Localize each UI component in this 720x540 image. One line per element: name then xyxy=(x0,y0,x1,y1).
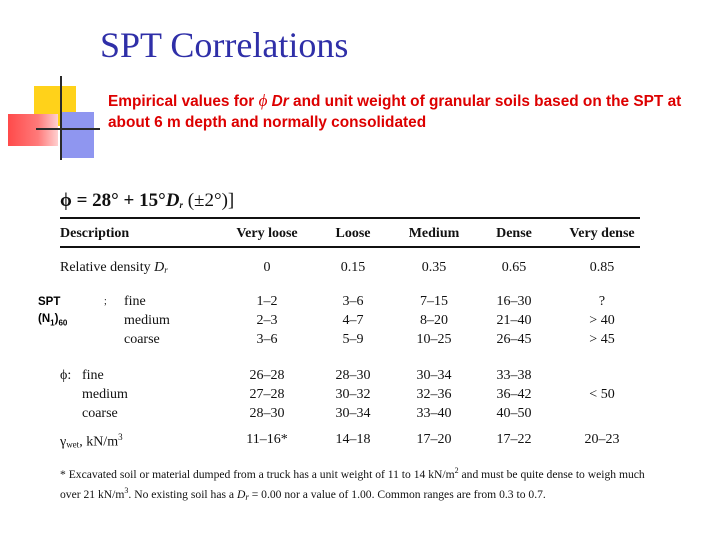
table-cell: 3–6 xyxy=(342,294,364,309)
logo-blue-square xyxy=(62,112,94,158)
row-label-phi-medium: medium xyxy=(82,387,128,402)
table-cell: 3–6 xyxy=(256,332,278,347)
table-cell: 36–42 xyxy=(496,387,532,402)
table-cell: 10–25 xyxy=(416,332,452,347)
row-label-phi-coarse: coarse xyxy=(82,406,118,421)
table-cell: 1–2 xyxy=(256,294,278,309)
table-cell: 7–15 xyxy=(420,294,448,309)
table-cell: 2–3 xyxy=(256,313,278,328)
table-cell: 28–30 xyxy=(335,368,371,383)
header-very-loose: Very loose xyxy=(236,226,298,241)
table-cell: 40–50 xyxy=(496,406,532,421)
row-label-spt-medium: medium xyxy=(124,313,170,328)
row-label-relative-density: Relative density Dr xyxy=(60,260,168,275)
table-footnote: * Excavated soil or material dumped from… xyxy=(60,466,645,503)
table-cell: > 40 xyxy=(589,313,615,328)
row-label-spt-fine: fine xyxy=(124,294,146,309)
table-cell: 0 xyxy=(263,260,271,275)
table-cell: 5–9 xyxy=(342,332,364,347)
spt-label: SPT (N1)60 xyxy=(38,296,68,328)
table-cell: 20–23 xyxy=(584,432,620,447)
table-cell: 33–38 xyxy=(496,368,532,383)
table-cell: 27–28 xyxy=(249,387,285,402)
slide-title: SPT Correlations xyxy=(100,25,349,65)
phi-group-marker: ϕ: xyxy=(60,368,72,383)
table-cell: 21–40 xyxy=(496,313,532,328)
table-top-rule xyxy=(60,217,640,219)
table-cell-phi-very-dense: < 50 xyxy=(589,387,615,402)
table-cell: > 45 xyxy=(589,332,615,347)
table-cell: 30–34 xyxy=(335,406,371,421)
table-cell: 11–16* xyxy=(246,432,288,447)
table-cell: 30–34 xyxy=(416,368,452,383)
table-cell: 17–22 xyxy=(496,432,532,447)
table-cell: 0.85 xyxy=(589,260,615,275)
logo-horizontal-line xyxy=(36,128,100,130)
phi-formula: ϕ = 28° + 15°Dr (±2°)] xyxy=(60,190,235,211)
header-description: Description xyxy=(60,226,130,241)
header-dense: Dense xyxy=(496,226,532,241)
table-cell: 0.15 xyxy=(340,260,366,275)
table-cell: 8–20 xyxy=(420,313,448,328)
row-label-unit-weight: γwet, kN/m3 xyxy=(60,432,123,450)
row-label-spt-coarse: coarse xyxy=(124,332,160,347)
table-cell: 28–30 xyxy=(249,406,285,421)
table-cell: 26–28 xyxy=(249,368,285,383)
table-header-rule xyxy=(60,246,640,248)
header-loose: Loose xyxy=(335,226,371,241)
table-cell: 0.35 xyxy=(421,260,447,275)
table-cell: 0.65 xyxy=(501,260,527,275)
header-very-dense: Very dense xyxy=(569,226,635,241)
phi-symbol: ϕ xyxy=(258,91,268,110)
logo-red-bar xyxy=(8,114,58,146)
table-cell: 30–32 xyxy=(335,387,371,402)
table-cell: 26–45 xyxy=(496,332,532,347)
table-cell: 17–20 xyxy=(416,432,452,447)
row-label-phi-fine: fine xyxy=(82,368,104,383)
correlation-table: ϕ = 28° + 15°Dr (±2°)] Description Very … xyxy=(60,180,642,515)
logo-vertical-line xyxy=(60,76,62,160)
table-cell: 4–7 xyxy=(342,313,364,328)
table-cell: 32–36 xyxy=(416,387,452,402)
header-medium: Medium xyxy=(408,226,460,241)
slide-subtitle: Empirical values for ϕ Dr and unit weigh… xyxy=(108,91,682,131)
table-cell: 16–30 xyxy=(496,294,532,309)
table-cell: 14–18 xyxy=(335,432,371,447)
table-cell: 33–40 xyxy=(416,406,452,421)
table-cell: ? xyxy=(598,294,606,309)
spt-group-marker: ; xyxy=(104,296,107,307)
